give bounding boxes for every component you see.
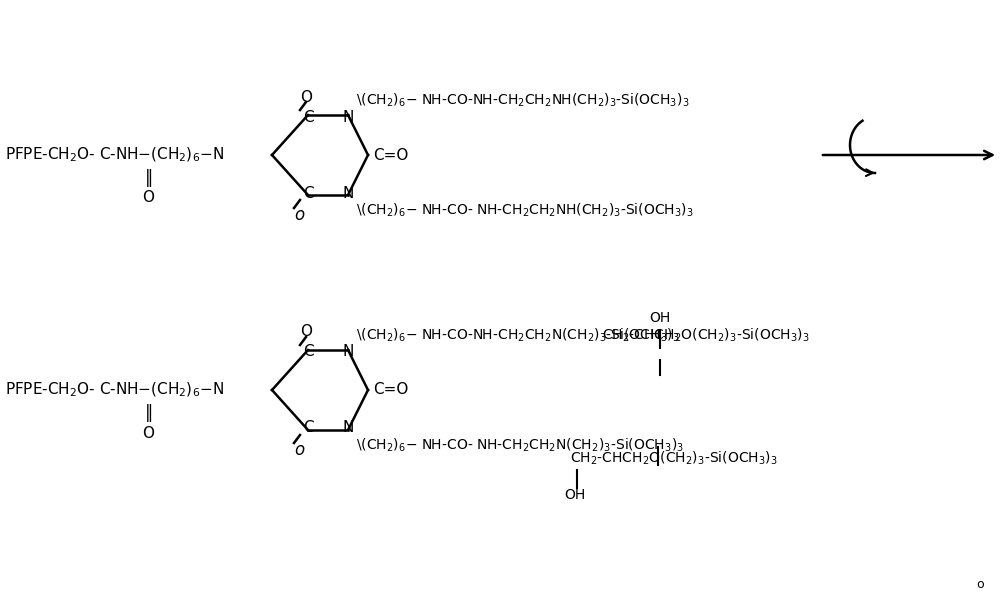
Text: C: C [303,109,313,124]
Text: $\backslash$(CH$_2$)$_6$$-$ NH-CO-NH-CH$_2$CH$_2$N(CH$_2$)$_3$-Si(OCH$_3$)$_3$: $\backslash$(CH$_2$)$_6$$-$ NH-CO-NH-CH$… [356,327,680,344]
Text: O: O [142,191,154,206]
Text: OH: OH [564,488,586,502]
Text: CH$_2$-CHCH$_2$O(CH$_2$)$_3$-Si(OCH$_3$)$_3$: CH$_2$-CHCH$_2$O(CH$_2$)$_3$-Si(OCH$_3$)… [570,449,778,466]
Text: C: C [303,344,313,359]
Text: o: o [976,578,984,591]
Text: $\Vert$: $\Vert$ [144,402,152,424]
Text: $\backslash$(CH$_2$)$_6$$-$ NH-CO- NH-CH$_2$CH$_2$N(CH$_2$)$_3$-Si(OCH$_3$)$_3$: $\backslash$(CH$_2$)$_6$$-$ NH-CO- NH-CH… [356,437,684,454]
Text: C: C [303,185,313,200]
Text: C=O: C=O [373,383,408,398]
Text: N: N [342,420,354,435]
Text: CH$_2$-CHCH$_2$O(CH$_2$)$_3$-Si(OCH$_3$)$_3$: CH$_2$-CHCH$_2$O(CH$_2$)$_3$-Si(OCH$_3$)… [602,327,810,344]
Text: C: C [303,420,313,435]
Text: $\Vert$: $\Vert$ [144,167,152,189]
Text: PFPE-CH$_2$O- C-NH$-$(CH$_2$)$_6$$-$N: PFPE-CH$_2$O- C-NH$-$(CH$_2$)$_6$$-$N [5,381,224,399]
Text: $\backslash$(CH$_2$)$_6$$-$ NH-CO- NH-CH$_2$CH$_2$NH(CH$_2$)$_3$-Si(OCH$_3$)$_3$: $\backslash$(CH$_2$)$_6$$-$ NH-CO- NH-CH… [356,202,694,219]
Text: O: O [300,90,312,105]
Text: N: N [342,344,354,359]
Text: O: O [300,325,312,340]
Text: C=O: C=O [373,148,408,163]
Text: $\backslash$(CH$_2$)$_6$$-$ NH-CO-NH-CH$_2$CH$_2$NH(CH$_2$)$_3$-Si(OCH$_3$)$_3$: $\backslash$(CH$_2$)$_6$$-$ NH-CO-NH-CH$… [356,91,690,109]
Text: N: N [342,185,354,200]
Text: $o$: $o$ [294,206,306,224]
Text: $o$: $o$ [294,441,306,459]
Text: N: N [342,109,354,124]
Text: PFPE-CH$_2$O- C-NH$-$(CH$_2$)$_6$$-$N: PFPE-CH$_2$O- C-NH$-$(CH$_2$)$_6$$-$N [5,146,224,164]
Text: O: O [142,426,154,441]
Text: OH: OH [649,311,671,325]
